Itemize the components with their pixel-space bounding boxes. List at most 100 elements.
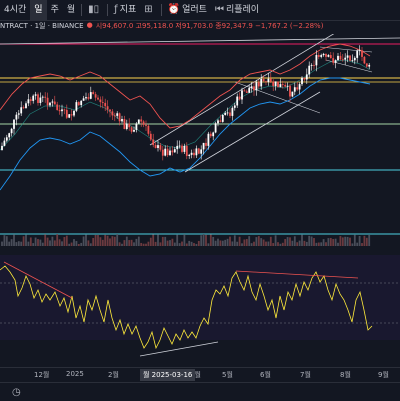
goto-date-icon[interactable]: ◷ [12, 387, 21, 398]
candle-body [320, 55, 323, 57]
volume-bar [80, 242, 83, 246]
rsi-trendline-bottom[interactable] [139, 341, 219, 357]
volume-bar [15, 242, 18, 246]
volume-bar [101, 239, 104, 246]
volume-bar [195, 243, 198, 246]
volume-bar [130, 239, 133, 246]
candle-body [154, 144, 157, 148]
volume-bar [334, 238, 337, 246]
rsi-trendline-top-right[interactable] [235, 270, 359, 279]
volume-bar [236, 241, 239, 246]
volume-bar [351, 243, 354, 246]
candle-body [87, 97, 90, 99]
indicators-button[interactable]: ƒ 지표 [110, 0, 140, 20]
volume-bar [279, 243, 282, 246]
time-label: 12월 [34, 371, 50, 379]
long-trendline[interactable] [0, 37, 400, 45]
symbol-legend: NTRACT · 1일 · BINANCE ● 시94,607.0 고95,11… [0, 21, 323, 33]
candle-body [253, 86, 255, 91]
candle-body [34, 94, 37, 96]
volume-bar [92, 237, 95, 246]
candle-body [135, 123, 138, 130]
volume-bar [53, 240, 56, 246]
candle-body [137, 119, 140, 124]
volume-bar [140, 242, 143, 246]
rsi-line[interactable] [0, 265, 373, 350]
volume-bar [147, 241, 150, 246]
volume-bar [229, 236, 231, 246]
candle-body [291, 91, 294, 97]
candle-body [274, 81, 277, 86]
candle-body [339, 55, 342, 60]
volume-bar [188, 240, 191, 246]
candle-body [173, 149, 176, 153]
volume-bar [3, 235, 6, 246]
volume-bar [212, 236, 215, 246]
replay-icon: ⏮ [214, 4, 224, 15]
volume-bar [339, 236, 342, 246]
volume-bar [154, 241, 157, 246]
volume-bar [87, 240, 90, 246]
candle-body [46, 97, 49, 106]
volume-bar [313, 238, 315, 246]
volume-bar [137, 236, 140, 246]
candle-body [205, 142, 207, 146]
time-axis[interactable]: 12월 2025 2월 4월 5월 6월 7월 8월 9월 월 2025-03-… [0, 367, 400, 382]
timeframe-4h[interactable]: 4시간 [4, 5, 27, 15]
bollinger-bands [0, 43, 371, 191]
candle-body [104, 102, 107, 107]
timeframe-1w[interactable]: 주 [50, 5, 59, 15]
candle-body [29, 99, 32, 101]
channel-upper[interactable] [149, 34, 340, 146]
volume-bar [178, 243, 181, 246]
candle-body [358, 50, 361, 52]
chart-type-button[interactable]: ▮▯ [84, 0, 105, 20]
wedge-top[interactable] [319, 46, 373, 53]
candle-body [267, 78, 270, 83]
volume-bar [176, 234, 179, 246]
volume-bar [341, 237, 344, 246]
volume-bar [133, 242, 135, 246]
price-chart[interactable] [0, 34, 400, 367]
candle-body [51, 101, 54, 103]
timeframe-1m[interactable]: 월 [66, 5, 76, 15]
time-label: 4월 [190, 371, 201, 379]
rsi-trendline-top-left[interactable] [3, 261, 73, 299]
candle-body [89, 92, 92, 99]
templates-button[interactable]: ⊞ [140, 0, 158, 20]
volume-bar [289, 237, 291, 246]
candle-body [178, 145, 181, 147]
volume-bar [46, 237, 49, 246]
volume-bar [296, 242, 299, 246]
bb-lower [0, 77, 371, 191]
volume-bar [322, 239, 325, 246]
candle-body [77, 102, 80, 106]
bb-basis [0, 59, 371, 151]
candle-body [22, 107, 25, 109]
grid-icon: ⊞ [144, 4, 153, 15]
candle-body [10, 128, 13, 134]
candle-body [97, 97, 99, 100]
candle-body [329, 55, 332, 59]
candle-body [142, 121, 145, 125]
symbol-label[interactable]: NTRACT · 1일 · BINANCE [0, 22, 84, 30]
candle-body [82, 98, 85, 101]
candle-body [217, 120, 219, 124]
candle-body [361, 50, 363, 57]
channel-lower[interactable] [184, 91, 321, 173]
alert-button[interactable]: ⏰ 얼러트 [164, 0, 211, 20]
volume-bar [303, 240, 306, 246]
volume-bar [89, 243, 92, 246]
candle-body [149, 133, 152, 140]
candle-body [183, 145, 186, 152]
candle-body [8, 133, 11, 138]
candle-body [197, 148, 200, 154]
candle-body [298, 84, 301, 90]
timeframe-1d[interactable]: 일 [30, 0, 47, 20]
candle-body [161, 149, 164, 156]
toolbar-divider [160, 4, 162, 16]
candle-body [226, 112, 229, 114]
replay-button[interactable]: ⏮ 리플레이 [211, 0, 263, 20]
candle-body [349, 55, 351, 61]
volume-bar [233, 235, 236, 246]
